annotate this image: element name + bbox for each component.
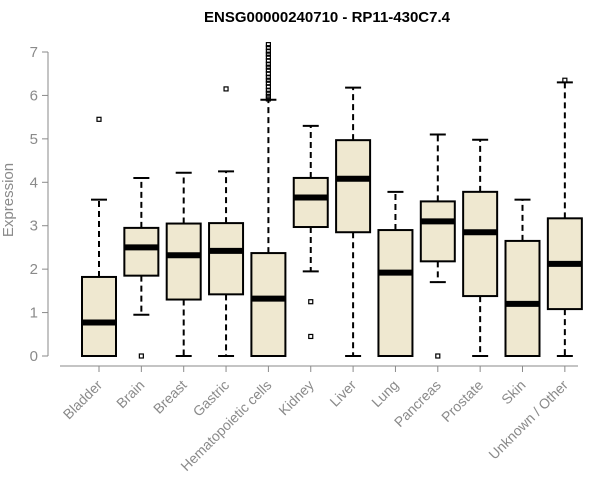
x-tick-label: Breast — [150, 377, 190, 417]
iqr-box — [462, 190, 499, 298]
y-tick-label: 7 — [30, 44, 38, 61]
outlier-point — [265, 45, 271, 51]
y-axis: 0 1 2 3 4 5 6 7 — [30, 44, 49, 365]
iqr-box — [165, 222, 202, 301]
outlier-point — [308, 299, 314, 305]
outlier-point — [265, 42, 271, 48]
outlier-point — [308, 333, 314, 340]
y-tick-label: 5 — [30, 131, 38, 148]
x-tick-label: Skin — [498, 377, 529, 408]
y-tick-label: 1 — [30, 305, 38, 322]
y-tick-label: 6 — [30, 87, 38, 104]
outlier-point — [223, 86, 229, 92]
box-prostate — [462, 138, 499, 357]
outlier-point — [96, 116, 102, 122]
box-lung — [377, 190, 414, 357]
x-tick-label: Pancreas — [391, 377, 444, 430]
iqr-box — [377, 229, 414, 357]
y-tick-label: 4 — [30, 174, 38, 191]
box-brain — [123, 176, 160, 359]
box-skin — [504, 198, 541, 358]
x-tick-label: Brain — [113, 377, 147, 411]
x-tick-label: Bladder — [60, 377, 106, 423]
iqr-box — [208, 222, 245, 296]
outlier-point — [265, 54, 271, 60]
y-tick-label: 2 — [30, 261, 38, 278]
iqr-box — [419, 200, 456, 263]
iqr-box — [292, 176, 329, 229]
outlier-point — [265, 90, 271, 96]
box-unknown-other — [546, 77, 583, 357]
x-tick-label: Prostate — [438, 377, 486, 425]
outlier-point — [265, 80, 271, 86]
x-tick-label: Kidney — [275, 377, 317, 419]
box-hematopoietic-cells — [250, 42, 287, 357]
x-tick-label: Unknown / Other — [485, 377, 571, 463]
y-tick-label: 3 — [30, 218, 38, 235]
box-bladder — [81, 116, 117, 357]
chart-title: ENSG00000240710 - RP11-430C7.4 — [204, 9, 451, 26]
box-liver — [335, 86, 372, 357]
y-tick-label: 0 — [30, 348, 38, 365]
outlier-point — [562, 77, 568, 83]
box-breast — [165, 171, 202, 357]
x-tick-label: Lung — [368, 377, 401, 410]
box-series — [81, 42, 583, 359]
outlier-point — [138, 353, 144, 359]
x-tick-label: Liver — [326, 377, 359, 410]
outlier-point — [265, 67, 271, 73]
iqr-box — [81, 275, 117, 357]
iqr-box — [335, 139, 372, 234]
outlier-point — [435, 353, 441, 359]
iqr-box — [504, 239, 541, 358]
iqr-box — [123, 226, 160, 277]
iqr-box — [250, 252, 287, 357]
box-gastric — [208, 86, 245, 357]
outlier-point — [265, 51, 271, 57]
outlier-point — [265, 64, 271, 70]
outlier-point — [265, 96, 271, 102]
y-axis-label: Expression — [0, 163, 17, 237]
box-kidney — [292, 124, 329, 340]
box-pancreas — [419, 133, 456, 359]
outlier-point — [265, 77, 271, 83]
outlier-point — [265, 93, 271, 99]
